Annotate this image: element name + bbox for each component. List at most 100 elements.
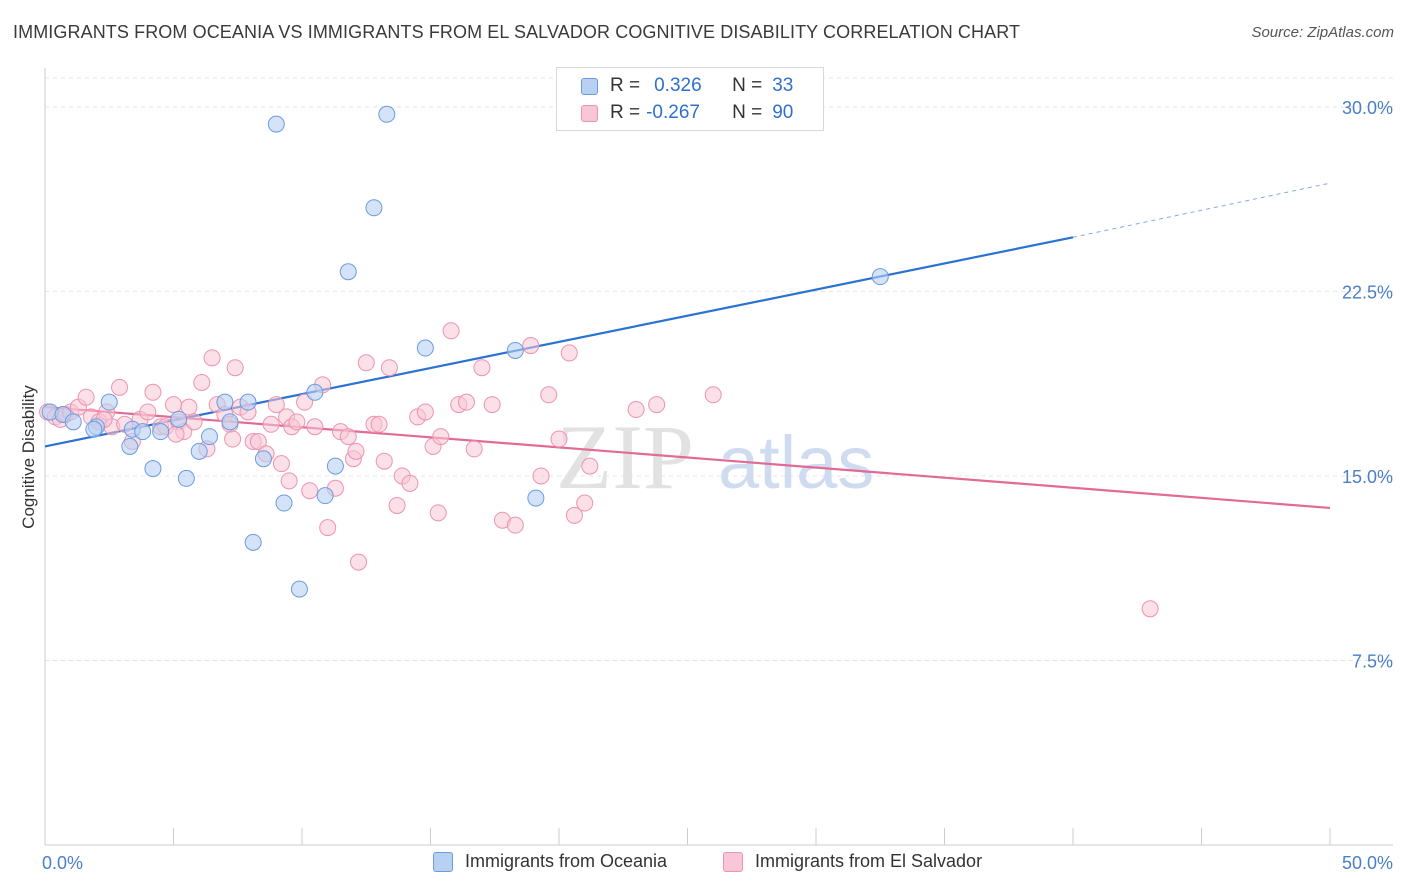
point-oceania <box>290 580 308 598</box>
point-oceania <box>134 423 152 441</box>
point-oceania <box>254 450 272 468</box>
point-oceania <box>244 533 262 551</box>
legend-n-label: N = <box>732 102 763 123</box>
grid-lines <box>45 77 1393 661</box>
point-oceania <box>121 437 139 455</box>
point-elsalvador <box>165 396 182 414</box>
y-tick-label: 15.0% <box>1342 467 1393 487</box>
point-elsalvador <box>565 506 583 524</box>
point-elsalvador <box>226 359 244 377</box>
legend-row-elsalvador: R = -0.267 N = 90 <box>581 100 793 126</box>
point-elsalvador <box>457 393 475 411</box>
point-elsalvador <box>193 373 211 391</box>
point-oceania <box>267 115 285 133</box>
point-oceania <box>190 442 208 460</box>
point-oceania <box>85 420 103 438</box>
point-elsalvador <box>522 337 540 355</box>
point-elsalvador <box>185 413 203 431</box>
point-oceania <box>275 494 293 512</box>
point-elsalvador <box>144 383 162 401</box>
legend-n-value: 33 <box>772 75 794 96</box>
point-elsalvador <box>347 442 365 460</box>
point-elsalvador <box>648 396 666 414</box>
point-oceania <box>152 423 170 441</box>
bottom-legend-label-oceania: Immigrants from Oceania <box>465 851 668 871</box>
point-elsalvador <box>249 433 267 451</box>
point-oceania <box>339 263 357 281</box>
point-elsalvador <box>319 519 337 537</box>
legend-n-label: N = <box>732 75 763 96</box>
legend-r-label: R = <box>610 75 641 96</box>
point-elsalvador <box>1141 600 1159 618</box>
point-elsalvador <box>111 378 129 396</box>
point-oceania <box>221 413 239 431</box>
point-elsalvador <box>401 474 419 492</box>
trend-line-elsalvador <box>44 405 1331 510</box>
point-oceania <box>216 393 234 411</box>
point-elsalvador <box>560 344 578 362</box>
axes <box>44 68 1393 846</box>
y-axis-label: Cognitive Disability <box>19 385 38 529</box>
x-tick-label: 0.0% <box>42 853 83 873</box>
point-elsalvador <box>262 415 280 433</box>
point-oceania <box>177 469 195 487</box>
point-oceania <box>527 489 545 507</box>
legend-n-value: 90 <box>772 102 794 123</box>
point-elsalvador <box>540 386 558 404</box>
point-elsalvador <box>550 430 568 448</box>
legend-row-oceania: R = 0.326 N = 33 <box>581 73 793 99</box>
legend-r-value: -0.267 <box>646 102 700 123</box>
point-elsalvador <box>224 430 242 448</box>
point-elsalvador <box>465 440 483 458</box>
point-elsalvador <box>576 494 594 512</box>
point-elsalvador <box>380 359 398 377</box>
point-oceania <box>506 341 524 359</box>
x-tick-label: 50.0% <box>1342 853 1393 873</box>
legend-swatch-oceania <box>581 77 598 95</box>
point-elsalvador <box>388 496 406 514</box>
point-elsalvador <box>483 396 501 414</box>
legend-r-label: R = <box>610 102 641 123</box>
bottom-legend-elsalvador: Immigrants from El Salvador <box>723 851 982 872</box>
tick-labels: 7.5% 15.0% 22.5% 30.0% 0.0% 50.0% <box>42 98 1393 873</box>
point-elsalvador <box>167 425 185 443</box>
point-elsalvador <box>581 457 599 475</box>
chart-title: IMMIGRANTS FROM OCEANIA VS IMMIGRANTS FR… <box>13 22 1021 42</box>
y-tick-label: 7.5% <box>1352 651 1393 671</box>
point-elsalvador <box>429 504 447 522</box>
point-elsalvador <box>416 403 434 421</box>
point-elsalvador <box>339 428 357 446</box>
point-oceania <box>378 105 396 123</box>
point-oceania <box>306 383 324 401</box>
point-oceania <box>100 393 118 411</box>
watermark: ZIP atlas <box>556 406 874 508</box>
point-elsalvador <box>267 396 285 414</box>
point-oceania <box>316 487 334 505</box>
point-elsalvador <box>288 413 306 431</box>
point-elsalvador <box>280 472 298 490</box>
bottom-legend-swatch-oceania <box>433 851 453 872</box>
point-elsalvador <box>203 349 221 367</box>
point-oceania <box>64 413 82 431</box>
source-label: Source: ZipAtlas.com <box>1251 24 1394 41</box>
point-elsalvador <box>473 359 491 377</box>
point-elsalvador <box>350 553 368 571</box>
point-elsalvador <box>77 388 95 406</box>
bottom-legend-label-elsalvador: Immigrants from El Salvador <box>755 851 983 871</box>
y-tick-label: 22.5% <box>1342 282 1393 302</box>
point-elsalvador <box>627 401 645 419</box>
point-elsalvador <box>357 354 375 372</box>
point-elsalvador <box>272 455 290 473</box>
bottom-legend-swatch-elsalvador <box>723 851 743 872</box>
point-elsalvador <box>442 322 460 340</box>
point-elsalvador <box>432 428 450 446</box>
point-elsalvador <box>506 516 524 534</box>
data-points <box>39 105 1159 618</box>
legend-r-value: 0.326 <box>654 75 702 96</box>
legend-swatch-elsalvador <box>581 104 598 122</box>
point-oceania <box>144 460 162 478</box>
point-oceania <box>365 199 383 217</box>
point-elsalvador <box>296 393 314 411</box>
point-oceania <box>416 339 434 357</box>
